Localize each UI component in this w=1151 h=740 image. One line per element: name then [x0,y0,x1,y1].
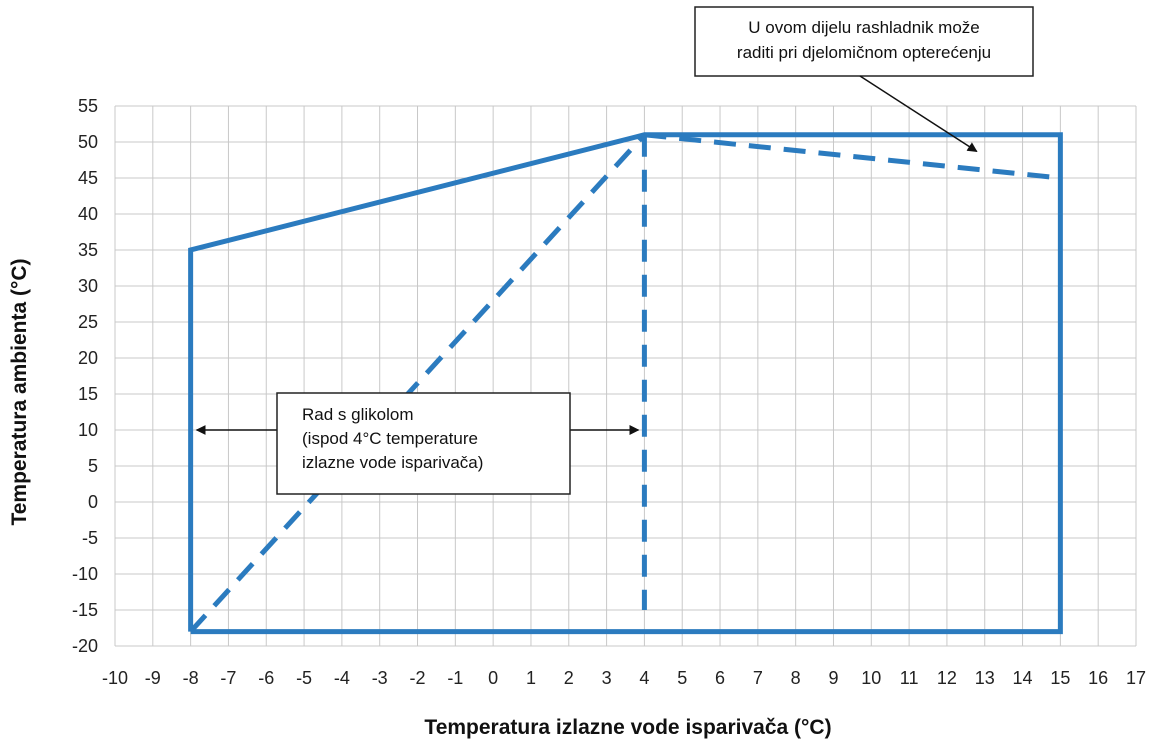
x-tick-label: 6 [715,668,725,688]
y-tick-label: 30 [78,276,98,296]
x-tick-label: 16 [1088,668,1108,688]
x-tick-label: -2 [410,668,426,688]
y-tick-label: 5 [88,456,98,476]
x-tick-label: -10 [102,668,128,688]
annotations: U ovom dijelu rashladnik može raditi pri … [195,6,1034,495]
y-tick-label: 25 [78,312,98,332]
dashed-boundary-line [644,132,1061,181]
envelope-outline [188,132,1063,635]
y-tick-label: 45 [78,168,98,188]
x-tick-label: 15 [1050,668,1070,688]
x-tick-label: -7 [220,668,236,688]
y-tick-label: 0 [88,492,98,512]
x-tick-label: 7 [753,668,763,688]
x-tick-label: 12 [937,668,957,688]
x-tick-label: 17 [1126,668,1146,688]
x-tick-label: 13 [975,668,995,688]
annotation-text-line: (ispod 4°C temperature [302,429,478,448]
y-axis-title: Temperatura ambienta (°C) [8,258,31,525]
annotation-text-line: Rad s glikolom [302,405,414,424]
dashed-boundary-line [188,133,647,634]
y-tick-label: 50 [78,132,98,152]
annotation-arrow [859,75,978,153]
x-tick-labels: -10 -9 -8 -7 -6 -5 -4 -3 -2 -1 0 1 2 3 4 5 6 7 8 9 10 11 12 13 1… [102,668,1146,688]
y-tick-label: -5 [82,528,98,548]
x-tick-label: -4 [334,668,350,688]
x-tick-label: -5 [296,668,312,688]
x-tick-label: 11 [900,668,919,688]
y-tick-label: 20 [78,348,98,368]
series-lines [188,132,1063,635]
annotation-text-line: izlazne vode isparivača) [302,453,483,472]
grid [114,105,1137,647]
y-tick-label: -10 [72,564,98,584]
x-tick-label: 10 [861,668,881,688]
y-tick-label: -20 [72,636,98,656]
y-tick-label: 15 [78,384,98,404]
x-tick-label: 9 [828,668,838,688]
x-tick-label: -6 [258,668,274,688]
y-tick-label: -15 [72,600,98,620]
x-tick-label: 1 [526,668,536,688]
x-tick-label: 5 [677,668,687,688]
y-tick-label: 10 [78,420,98,440]
x-axis-title: Temperatura izlazne vode isparivača (°C) [424,716,831,739]
y-tick-label: 35 [78,240,98,260]
x-tick-label: -8 [183,668,199,688]
x-tick-label: -9 [145,668,161,688]
x-tick-label: 8 [791,668,801,688]
x-tick-label: 3 [602,668,612,688]
x-tick-label: 0 [488,668,498,688]
y-tick-label: 40 [78,204,98,224]
x-tick-label: -1 [447,668,463,688]
annotation-text-line: U ovom dijelu rashladnik može [748,18,980,37]
annotation-box-partial-load [694,6,1034,77]
annotation-text-line: raditi pri djelomičnom opterećenju [737,43,991,62]
x-tick-label: 14 [1013,668,1033,688]
x-tick-label: 4 [639,668,649,688]
x-tick-label: 2 [564,668,574,688]
x-tick-label: -3 [372,668,388,688]
y-tick-label: 55 [78,96,98,116]
annotation-box-glycol [276,392,571,495]
